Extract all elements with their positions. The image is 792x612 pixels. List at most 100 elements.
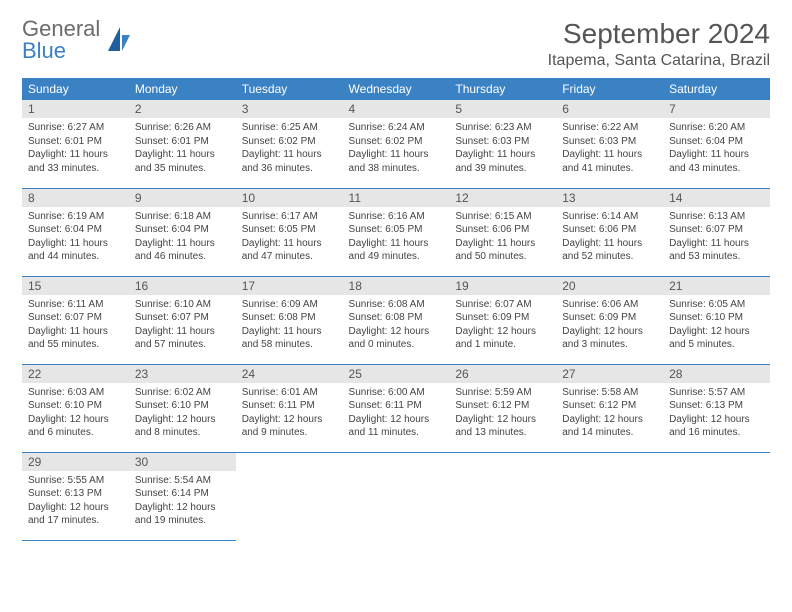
day-details: Sunrise: 6:20 AMSunset: 6:04 PMDaylight:… [663,118,770,181]
calendar-cell: 28Sunrise: 5:57 AMSunset: 6:13 PMDayligh… [663,364,770,452]
day-number: 15 [22,277,129,295]
logo: General Blue [22,18,132,62]
day-number: 19 [449,277,556,295]
day-number: 4 [343,100,450,118]
day-details: Sunrise: 6:01 AMSunset: 6:11 PMDaylight:… [236,383,343,446]
day-details: Sunrise: 6:25 AMSunset: 6:02 PMDaylight:… [236,118,343,181]
calendar-row: 1Sunrise: 6:27 AMSunset: 6:01 PMDaylight… [22,100,770,188]
day-number: 11 [343,189,450,207]
calendar-row: 22Sunrise: 6:03 AMSunset: 6:10 PMDayligh… [22,364,770,452]
calendar-cell: 2Sunrise: 6:26 AMSunset: 6:01 PMDaylight… [129,100,236,188]
day-details: Sunrise: 6:24 AMSunset: 6:02 PMDaylight:… [343,118,450,181]
day-details: Sunrise: 6:02 AMSunset: 6:10 PMDaylight:… [129,383,236,446]
calendar-cell: 24Sunrise: 6:01 AMSunset: 6:11 PMDayligh… [236,364,343,452]
calendar-row: 8Sunrise: 6:19 AMSunset: 6:04 PMDaylight… [22,188,770,276]
calendar-cell: 9Sunrise: 6:18 AMSunset: 6:04 PMDaylight… [129,188,236,276]
day-details: Sunrise: 5:55 AMSunset: 6:13 PMDaylight:… [22,471,129,534]
calendar-cell: 21Sunrise: 6:05 AMSunset: 6:10 PMDayligh… [663,276,770,364]
day-number: 27 [556,365,663,383]
calendar-cell: 1Sunrise: 6:27 AMSunset: 6:01 PMDaylight… [22,100,129,188]
day-number: 25 [343,365,450,383]
day-details: Sunrise: 5:59 AMSunset: 6:12 PMDaylight:… [449,383,556,446]
weekday-header: Thursday [449,78,556,100]
calendar-cell [556,452,663,540]
calendar-cell: 19Sunrise: 6:07 AMSunset: 6:09 PMDayligh… [449,276,556,364]
weekday-header: Monday [129,78,236,100]
calendar-cell: 5Sunrise: 6:23 AMSunset: 6:03 PMDaylight… [449,100,556,188]
logo-word2: Blue [22,40,100,62]
day-number: 23 [129,365,236,383]
day-number: 28 [663,365,770,383]
calendar-cell: 30Sunrise: 5:54 AMSunset: 6:14 PMDayligh… [129,452,236,540]
day-details: Sunrise: 6:11 AMSunset: 6:07 PMDaylight:… [22,295,129,358]
calendar-cell: 14Sunrise: 6:13 AMSunset: 6:07 PMDayligh… [663,188,770,276]
day-details: Sunrise: 6:06 AMSunset: 6:09 PMDaylight:… [556,295,663,358]
day-number: 18 [343,277,450,295]
month-title: September 2024 [548,18,770,50]
weekday-header-row: SundayMondayTuesdayWednesdayThursdayFrid… [22,78,770,100]
weekday-header: Sunday [22,78,129,100]
day-details: Sunrise: 6:09 AMSunset: 6:08 PMDaylight:… [236,295,343,358]
day-details: Sunrise: 6:10 AMSunset: 6:07 PMDaylight:… [129,295,236,358]
day-number: 24 [236,365,343,383]
day-details: Sunrise: 6:05 AMSunset: 6:10 PMDaylight:… [663,295,770,358]
title-block: September 2024 Itapema, Santa Catarina, … [548,18,770,70]
calendar-cell: 13Sunrise: 6:14 AMSunset: 6:06 PMDayligh… [556,188,663,276]
day-number: 13 [556,189,663,207]
calendar-cell: 3Sunrise: 6:25 AMSunset: 6:02 PMDaylight… [236,100,343,188]
calendar-cell: 7Sunrise: 6:20 AMSunset: 6:04 PMDaylight… [663,100,770,188]
calendar-cell: 8Sunrise: 6:19 AMSunset: 6:04 PMDaylight… [22,188,129,276]
weekday-header: Tuesday [236,78,343,100]
location: Itapema, Santa Catarina, Brazil [548,52,770,70]
calendar-cell: 16Sunrise: 6:10 AMSunset: 6:07 PMDayligh… [129,276,236,364]
calendar-cell: 23Sunrise: 6:02 AMSunset: 6:10 PMDayligh… [129,364,236,452]
calendar-cell: 6Sunrise: 6:22 AMSunset: 6:03 PMDaylight… [556,100,663,188]
day-details: Sunrise: 6:08 AMSunset: 6:08 PMDaylight:… [343,295,450,358]
day-number: 26 [449,365,556,383]
day-details: Sunrise: 6:13 AMSunset: 6:07 PMDaylight:… [663,207,770,270]
calendar-cell: 15Sunrise: 6:11 AMSunset: 6:07 PMDayligh… [22,276,129,364]
calendar-cell: 10Sunrise: 6:17 AMSunset: 6:05 PMDayligh… [236,188,343,276]
calendar-cell: 27Sunrise: 5:58 AMSunset: 6:12 PMDayligh… [556,364,663,452]
calendar-cell: 12Sunrise: 6:15 AMSunset: 6:06 PMDayligh… [449,188,556,276]
day-details: Sunrise: 6:07 AMSunset: 6:09 PMDaylight:… [449,295,556,358]
calendar-table: SundayMondayTuesdayWednesdayThursdayFrid… [22,78,770,541]
weekday-header: Saturday [663,78,770,100]
day-details: Sunrise: 6:26 AMSunset: 6:01 PMDaylight:… [129,118,236,181]
day-number: 7 [663,100,770,118]
calendar-cell: 17Sunrise: 6:09 AMSunset: 6:08 PMDayligh… [236,276,343,364]
day-number: 14 [663,189,770,207]
day-number: 8 [22,189,129,207]
calendar-body: 1Sunrise: 6:27 AMSunset: 6:01 PMDaylight… [22,100,770,540]
day-number: 30 [129,453,236,471]
day-number: 5 [449,100,556,118]
logo-sail-icon [106,25,132,55]
day-number: 16 [129,277,236,295]
calendar-cell: 18Sunrise: 6:08 AMSunset: 6:08 PMDayligh… [343,276,450,364]
calendar-cell [449,452,556,540]
calendar-cell [663,452,770,540]
day-number: 10 [236,189,343,207]
calendar-cell: 22Sunrise: 6:03 AMSunset: 6:10 PMDayligh… [22,364,129,452]
day-details: Sunrise: 6:19 AMSunset: 6:04 PMDaylight:… [22,207,129,270]
day-details: Sunrise: 6:23 AMSunset: 6:03 PMDaylight:… [449,118,556,181]
day-number: 9 [129,189,236,207]
day-details: Sunrise: 6:15 AMSunset: 6:06 PMDaylight:… [449,207,556,270]
calendar-cell: 4Sunrise: 6:24 AMSunset: 6:02 PMDaylight… [343,100,450,188]
day-number: 29 [22,453,129,471]
day-details: Sunrise: 6:00 AMSunset: 6:11 PMDaylight:… [343,383,450,446]
calendar-cell: 29Sunrise: 5:55 AMSunset: 6:13 PMDayligh… [22,452,129,540]
calendar-row: 15Sunrise: 6:11 AMSunset: 6:07 PMDayligh… [22,276,770,364]
day-details: Sunrise: 5:58 AMSunset: 6:12 PMDaylight:… [556,383,663,446]
day-details: Sunrise: 6:18 AMSunset: 6:04 PMDaylight:… [129,207,236,270]
day-details: Sunrise: 5:57 AMSunset: 6:13 PMDaylight:… [663,383,770,446]
calendar-cell: 11Sunrise: 6:16 AMSunset: 6:05 PMDayligh… [343,188,450,276]
day-number: 6 [556,100,663,118]
day-number: 21 [663,277,770,295]
day-details: Sunrise: 5:54 AMSunset: 6:14 PMDaylight:… [129,471,236,534]
day-number: 1 [22,100,129,118]
day-details: Sunrise: 6:03 AMSunset: 6:10 PMDaylight:… [22,383,129,446]
day-number: 17 [236,277,343,295]
day-number: 20 [556,277,663,295]
calendar-cell [343,452,450,540]
